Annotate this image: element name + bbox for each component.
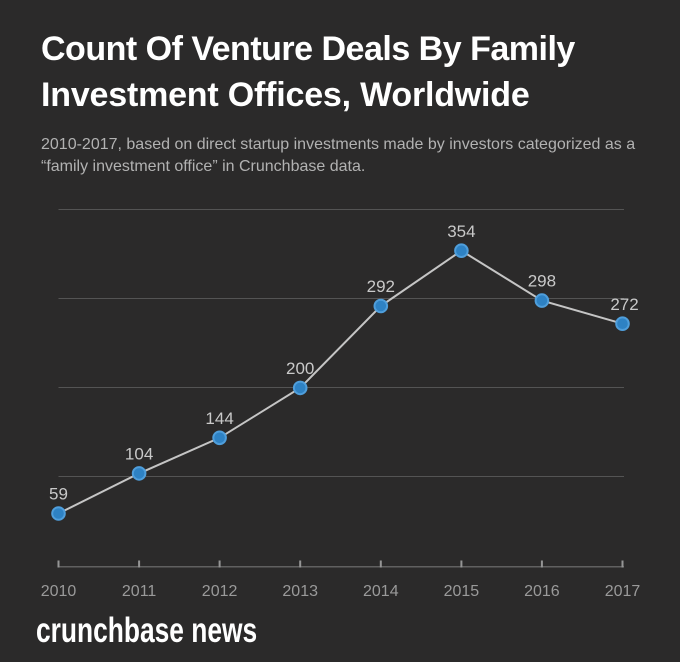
svg-text:354: 354 <box>447 222 475 241</box>
svg-text:2017: 2017 <box>605 583 641 600</box>
svg-text:2013: 2013 <box>282 583 318 600</box>
svg-text:2010: 2010 <box>41 583 77 600</box>
svg-text:144: 144 <box>205 409 233 428</box>
svg-text:2015: 2015 <box>444 583 480 600</box>
svg-text:2011: 2011 <box>122 583 157 600</box>
svg-text:104: 104 <box>125 445 153 464</box>
svg-text:200: 200 <box>286 359 314 378</box>
svg-text:298: 298 <box>528 272 556 291</box>
svg-text:2012: 2012 <box>202 583 238 600</box>
svg-text:2016: 2016 <box>524 583 560 600</box>
svg-text:272: 272 <box>610 295 638 314</box>
svg-text:2014: 2014 <box>363 583 399 600</box>
svg-text:292: 292 <box>367 277 395 296</box>
svg-text:59: 59 <box>49 485 68 504</box>
